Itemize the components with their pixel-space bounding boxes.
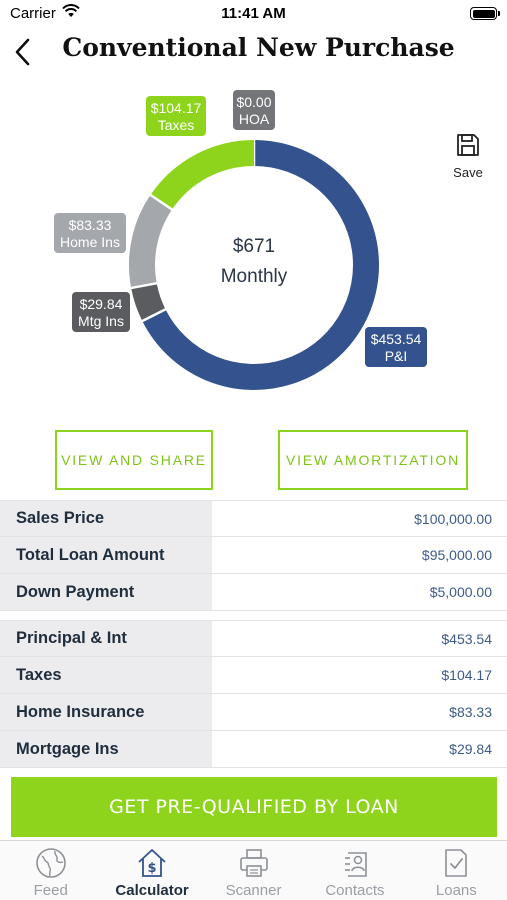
tab-label: Feed: [33, 882, 68, 899]
tab-label: Loans: [435, 882, 477, 899]
view-and-share-button[interactable]: VIEW AND SHARE: [55, 430, 213, 490]
row-label: Mortgage Ins: [0, 731, 212, 767]
contacts-icon: [344, 852, 367, 877]
row-value: $5,000.00: [429, 584, 492, 600]
slice-separator: [140, 307, 167, 323]
donut-center-label: Monthly: [221, 266, 288, 287]
tab-scanner[interactable]: Scanner: [203, 841, 304, 900]
slice-name: Mtg Ins: [78, 313, 124, 329]
tab-bar: Feed $ Calculator Scanner: [0, 840, 507, 900]
donut-slice-home-ins: [129, 194, 173, 289]
table-row: Taxes $104.17: [0, 657, 507, 694]
row-label: Taxes: [0, 657, 212, 693]
tab-loans[interactable]: Loans: [406, 841, 507, 900]
page-title: Conventional New Purchase: [62, 33, 455, 62]
row-label: Down Payment: [0, 574, 212, 610]
status-time: 11:41 AM: [221, 5, 286, 22]
get-prequalified-button[interactable]: GET PRE-QUALIFIED BY LOAN: [11, 777, 497, 837]
tab-label: Calculator: [115, 882, 189, 899]
slice-name: Taxes: [158, 117, 195, 133]
row-label: Principal & Int: [0, 621, 212, 656]
row-value: $95,000.00: [421, 547, 492, 563]
donut-slice-mtg-ins: [131, 282, 166, 322]
slice-amount: $0.00: [236, 94, 271, 110]
house-dollar-icon: $: [138, 849, 166, 877]
floppy-disk-icon: [457, 134, 479, 156]
slice-label-p-i: $453.54P&I: [365, 327, 427, 367]
view-amortization-button[interactable]: VIEW AMORTIZATION: [278, 430, 468, 490]
globe-icon: [35, 848, 66, 878]
tab-contacts[interactable]: Contacts: [304, 841, 405, 900]
slice-amount: $453.54: [371, 331, 422, 347]
donut-slice-taxes: [150, 140, 255, 210]
battery-icon: [470, 7, 500, 20]
save-label: Save: [453, 165, 483, 180]
tab-feed[interactable]: Feed: [0, 841, 101, 900]
tab-label: Scanner: [225, 882, 282, 899]
table-row: Sales Price $100,000.00: [0, 500, 507, 537]
back-button[interactable]: [8, 34, 38, 70]
table-row: Mortgage Ins $29.84: [0, 731, 507, 768]
payment-breakdown-table: Principal & Int $453.54 Taxes $104.17 Ho…: [0, 620, 507, 768]
document-check-icon: [445, 849, 468, 877]
table-row: Down Payment $5,000.00: [0, 574, 507, 611]
row-value: $100,000.00: [414, 510, 492, 527]
status-bar: Carrier 11:41 AM: [0, 0, 507, 28]
slice-name: P&I: [385, 348, 408, 364]
slice-name: Home Ins: [60, 234, 120, 250]
slice-amount: $104.17: [151, 100, 202, 116]
row-label: Total Loan Amount: [0, 537, 212, 573]
table-row: Principal & Int $453.54: [0, 620, 507, 657]
donut-center-amount: $671: [233, 236, 275, 257]
row-label: Sales Price: [0, 501, 212, 536]
slice-separator: [148, 193, 174, 212]
loan-summary-table: Sales Price $100,000.00 Total Loan Amoun…: [0, 500, 507, 611]
row-value: $29.84: [449, 741, 492, 757]
carrier-label: Carrier: [10, 5, 56, 22]
payment-donut-chart: $453.54 P&I $29.84 Mtg Ins $83.33 Home Ins $10…: [0, 80, 507, 410]
slice-amount: $83.33: [69, 217, 112, 233]
slice-name: HOA: [239, 111, 270, 127]
tab-calculator[interactable]: $ Calculator: [101, 841, 202, 900]
row-value: $104.17: [441, 667, 492, 683]
row-value: $453.54: [441, 630, 492, 647]
wifi-icon: [62, 4, 80, 23]
donut-slice-p-i: [142, 140, 379, 390]
save-button[interactable]: Save: [448, 132, 488, 182]
svg-text:$: $: [148, 861, 157, 876]
table-row: Home Insurance $83.33: [0, 694, 507, 731]
tab-label: Contacts: [325, 882, 385, 899]
table-row: Total Loan Amount $95,000.00: [0, 537, 507, 574]
row-label: Home Insurance: [0, 694, 212, 730]
row-value: $83.33: [449, 704, 492, 720]
slice-amount: $29.84: [80, 296, 123, 312]
printer-icon: [239, 849, 268, 877]
slice-separator: [129, 281, 158, 290]
chevron-left-icon: [15, 38, 30, 66]
